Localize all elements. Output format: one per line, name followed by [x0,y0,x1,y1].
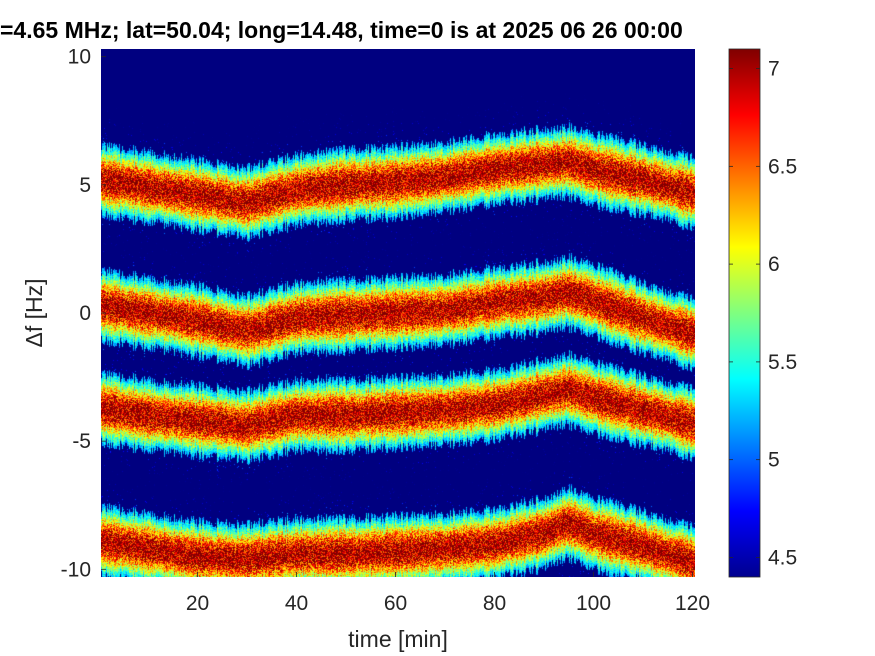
y-tick-label: 10 [68,46,91,69]
colorbar-tick-label: 4.5 [768,546,797,569]
plot-area [101,49,695,577]
y-tick-label: 5 [79,174,91,197]
colorbar-ticks: 7 6.5 6 5.5 5 4.5 [729,58,797,569]
colorbar-tick-label: 7 [768,58,780,81]
y-axis: 10 5 0 -5 -10 [61,46,106,581]
spectrogram-heatmap [101,49,695,577]
x-tick-label: 80 [483,592,506,615]
colorbar-tick-label: 5.5 [768,351,797,374]
y-tick-label: -5 [72,430,91,453]
colorbar-tick-label: 6.5 [768,155,797,178]
y-axis-label: Δf [Hz] [21,278,47,347]
colorbar-gradient [728,48,761,578]
x-tick-label: 120 [675,592,710,615]
x-tick-label: 40 [285,592,308,615]
y-tick-label: 0 [79,302,91,325]
colorbar-tick-label: 6 [768,253,780,276]
colorbar: 7 6.5 6 5.5 5 4.5 [728,48,797,578]
x-tick-label: 60 [384,592,407,615]
x-tick-label: 20 [186,592,209,615]
x-axis: 20 40 60 80 100 120 [186,572,710,615]
colorbar-tick-label: 5 [768,449,780,472]
chart-title: =4.65 MHz; lat=50.04; long=14.48, time=0… [0,17,683,43]
y-tick-label: -10 [61,558,91,581]
x-axis-label: time [min] [348,626,448,652]
x-tick-label: 100 [576,592,611,615]
